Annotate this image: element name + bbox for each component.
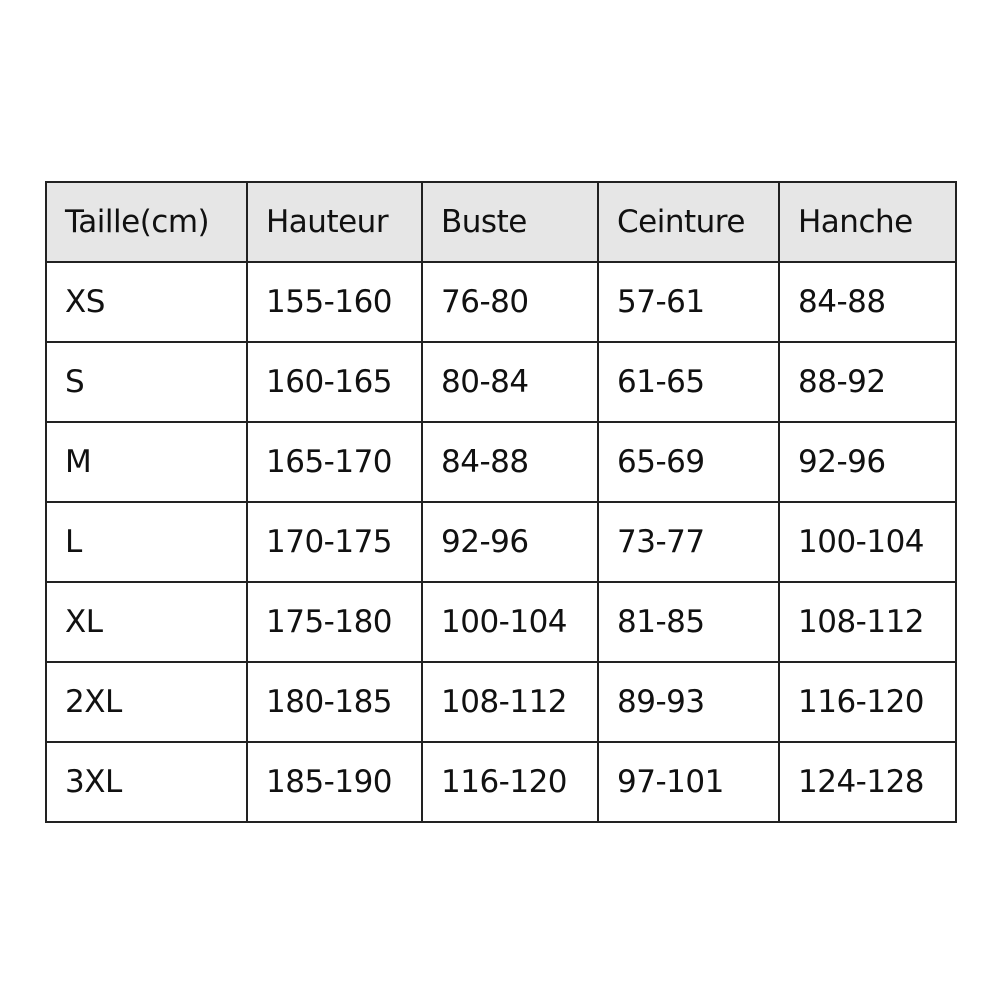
table-row: XL 175-180 100-104 81-85 108-112 <box>45 581 957 663</box>
table-cell: M <box>45 421 248 503</box>
column-header: Hanche <box>778 181 957 263</box>
table-cell: 175-180 <box>246 581 423 663</box>
table-cell: 165-170 <box>246 421 423 503</box>
column-header: Buste <box>421 181 599 263</box>
table-row: L 170-175 92-96 73-77 100-104 <box>45 501 957 583</box>
table-cell: 57-61 <box>597 261 780 343</box>
table-cell: 170-175 <box>246 501 423 583</box>
column-header: Ceinture <box>597 181 780 263</box>
table-cell: 80-84 <box>421 341 599 423</box>
table-cell: 116-120 <box>778 661 957 743</box>
table-cell: 108-112 <box>778 581 957 663</box>
column-header: Taille(cm) <box>45 181 248 263</box>
table-cell: 88-92 <box>778 341 957 423</box>
table-cell: XS <box>45 261 248 343</box>
table-cell: 65-69 <box>597 421 780 503</box>
table-cell: 92-96 <box>421 501 599 583</box>
table-cell: S <box>45 341 248 423</box>
table-row: S 160-165 80-84 61-65 88-92 <box>45 341 957 423</box>
table-cell: 81-85 <box>597 581 780 663</box>
table-cell: 116-120 <box>421 741 599 823</box>
table-cell: 124-128 <box>778 741 957 823</box>
table-cell: 100-104 <box>778 501 957 583</box>
table-cell: 84-88 <box>778 261 957 343</box>
table-cell: 97-101 <box>597 741 780 823</box>
table-cell: 180-185 <box>246 661 423 743</box>
table-cell: 2XL <box>45 661 248 743</box>
table-cell: 73-77 <box>597 501 780 583</box>
table-row: 2XL 180-185 108-112 89-93 116-120 <box>45 661 957 743</box>
table-row: XS 155-160 76-80 57-61 84-88 <box>45 261 957 343</box>
column-header: Hauteur <box>246 181 423 263</box>
table-row: 3XL 185-190 116-120 97-101 124-128 <box>45 741 957 823</box>
header-row: Taille(cm) Hauteur Buste Ceinture Hanche <box>45 181 957 263</box>
table-cell: 84-88 <box>421 421 599 503</box>
table-cell: 89-93 <box>597 661 780 743</box>
table-cell: 3XL <box>45 741 248 823</box>
table-cell: 76-80 <box>421 261 599 343</box>
size-chart-table: Taille(cm) Hauteur Buste Ceinture Hanche XS 1… <box>45 181 957 823</box>
table-cell: 155-160 <box>246 261 423 343</box>
table-cell: 92-96 <box>778 421 957 503</box>
table-cell: 185-190 <box>246 741 423 823</box>
table-cell: XL <box>45 581 248 663</box>
table-cell: 61-65 <box>597 341 780 423</box>
table-cell: 160-165 <box>246 341 423 423</box>
table-row: M 165-170 84-88 65-69 92-96 <box>45 421 957 503</box>
table-cell: L <box>45 501 248 583</box>
table-cell: 108-112 <box>421 661 599 743</box>
table-cell: 100-104 <box>421 581 599 663</box>
